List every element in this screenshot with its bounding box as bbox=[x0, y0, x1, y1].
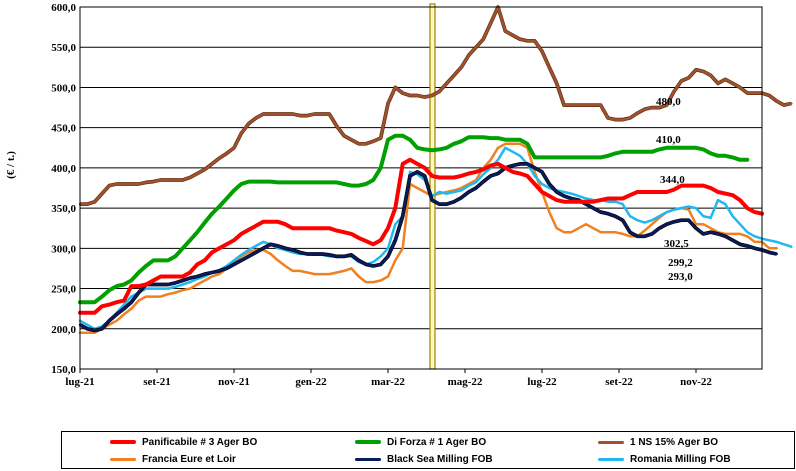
legend-swatch-1ns bbox=[598, 440, 624, 444]
legend-label-di-forza: Di Forza # 1 Ager BO bbox=[387, 436, 487, 448]
legend-item-romania: Romania Milling FOB bbox=[598, 452, 731, 466]
legend-swatch-francia bbox=[110, 457, 136, 461]
x-tick-label: set-21 bbox=[143, 376, 171, 388]
legend: Panificabile # 3 Ager BO Di Forza # 1 Ag… bbox=[61, 431, 795, 469]
series-line-romania-milling-fob bbox=[78, 146, 793, 331]
chart-svg: 150,0 200,0 250,0 300,0 350,0 400,0 450,0 500,0… bbox=[5, 2, 793, 388]
legend-item-francia: Francia Eure et Loir bbox=[110, 452, 236, 466]
series-line-panificabile-3-ager-bo bbox=[78, 157, 764, 315]
value-annotation: 293,0 bbox=[668, 271, 693, 283]
legend-item-black-sea: Black Sea Milling FOB bbox=[355, 452, 493, 466]
value-annotation: 410,0 bbox=[656, 134, 681, 146]
y-axis-label: (€ / t.) bbox=[5, 151, 17, 179]
legend-swatch-panificabile bbox=[110, 440, 136, 444]
legend-label-romania: Romania Milling FOB bbox=[630, 453, 731, 465]
x-tick-label: lug-21 bbox=[65, 376, 94, 388]
legend-item-1ns: 1 NS 15% Ager BO bbox=[598, 435, 718, 449]
series-line-1-ns-15-ager-bo bbox=[78, 5, 793, 206]
y-tick-label: 400,0 bbox=[51, 163, 76, 175]
value-annotation: 302,5 bbox=[664, 238, 689, 250]
x-tick-label: lug-22 bbox=[527, 376, 557, 388]
legend-swatch-romania bbox=[598, 457, 624, 461]
y-tick-label: 450,0 bbox=[51, 123, 76, 135]
y-tick-label: 200,0 bbox=[51, 324, 76, 336]
x-tick-label: gen-22 bbox=[295, 376, 327, 388]
plot-frame bbox=[79, 6, 763, 370]
y-tick-label: 350,0 bbox=[51, 203, 76, 215]
data-annotations: 480,0 410,0 344,0 302,5 299,2 293,0 bbox=[656, 96, 693, 283]
y-axis-ticks: 150,0 200,0 250,0 300,0 350,0 400,0 450,0 500,0… bbox=[51, 2, 76, 376]
y-tick-label: 150,0 bbox=[51, 364, 76, 376]
y-tick-label: 250,0 bbox=[51, 284, 76, 296]
legend-label-francia: Francia Eure et Loir bbox=[142, 453, 236, 465]
legend-item-di-forza: Di Forza # 1 Ager BO bbox=[355, 435, 486, 449]
gridlines bbox=[80, 6, 762, 370]
value-annotation: 344,0 bbox=[660, 174, 685, 186]
x-axis-ticks: lug-21 set-21 nov-21 gen-22 mar-22 mag-22 lug-… bbox=[65, 369, 712, 388]
x-tick-label: nov-21 bbox=[218, 376, 250, 388]
legend-swatch-di-forza bbox=[355, 440, 381, 444]
y-tick-label: 500,0 bbox=[51, 82, 76, 94]
y-tick-label: 550,0 bbox=[51, 42, 76, 54]
y-tick-label: 600,0 bbox=[51, 2, 76, 14]
value-annotation: 480,0 bbox=[656, 96, 681, 108]
series-line-di-forza-1-ager-bo bbox=[78, 133, 750, 305]
x-tick-label: set-22 bbox=[605, 376, 633, 388]
legend-item-panificabile: Panificabile # 3 Ager BO bbox=[110, 435, 257, 449]
x-tick-label: mar-22 bbox=[371, 376, 405, 388]
x-tick-label: mag-22 bbox=[448, 376, 483, 388]
legend-label-panificabile: Panificabile # 3 Ager BO bbox=[142, 436, 258, 448]
legend-label-black-sea: Black Sea Milling FOB bbox=[387, 453, 493, 465]
y-tick-label: 300,0 bbox=[51, 243, 76, 255]
value-annotation: 299,2 bbox=[668, 257, 693, 269]
series-lines bbox=[78, 5, 793, 335]
legend-swatch-black-sea bbox=[355, 457, 381, 461]
x-tick-label: nov-22 bbox=[680, 376, 712, 388]
legend-label-1ns: 1 NS 15% Ager BO bbox=[630, 436, 718, 448]
highlight-band bbox=[429, 3, 436, 370]
series-line-black-sea-milling-fob bbox=[78, 162, 778, 332]
